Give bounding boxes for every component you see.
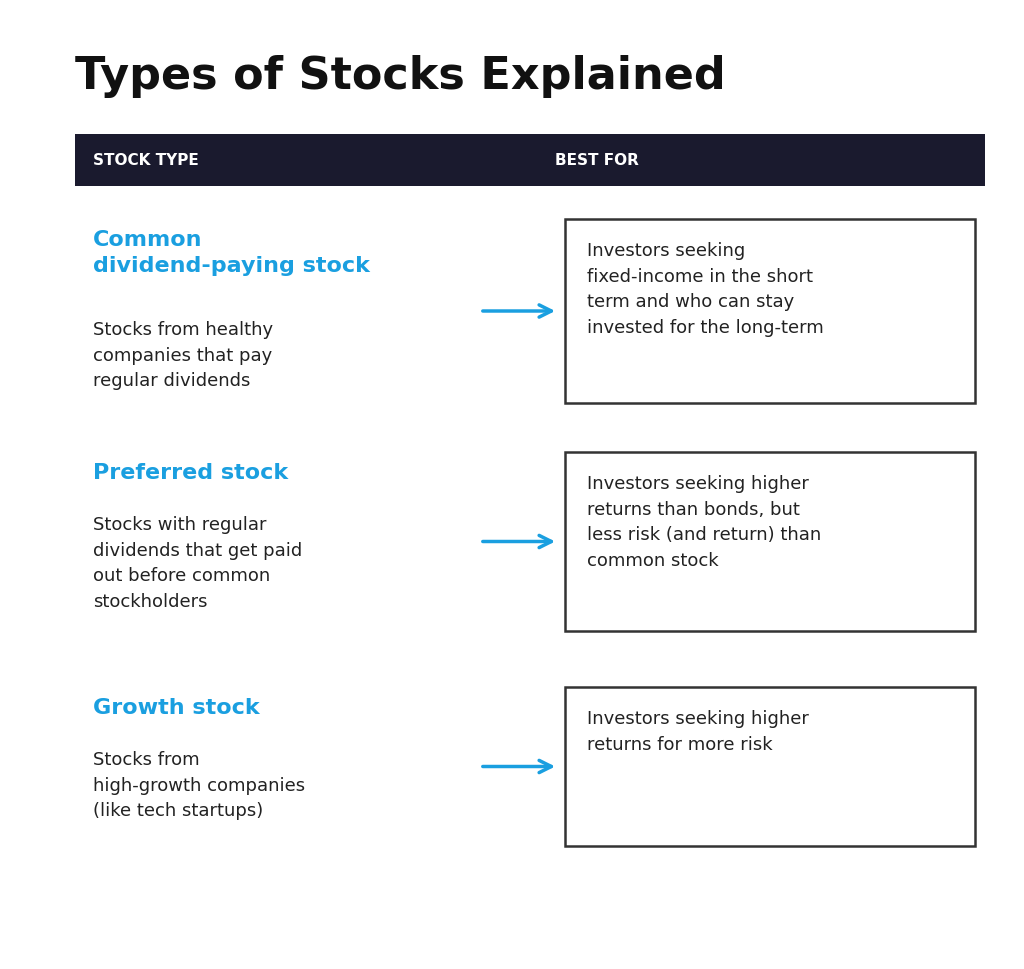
FancyBboxPatch shape (75, 135, 985, 187)
Text: Stocks from
high-growth companies
(like tech startups): Stocks from high-growth companies (like … (93, 750, 305, 820)
Text: Preferred stock: Preferred stock (93, 462, 288, 483)
Text: Types of Stocks Explained: Types of Stocks Explained (75, 55, 726, 98)
FancyBboxPatch shape (565, 220, 975, 403)
FancyBboxPatch shape (565, 687, 975, 846)
Text: Investors seeking
fixed-income in the short
term and who can stay
invested for t: Investors seeking fixed-income in the sh… (587, 241, 823, 337)
FancyBboxPatch shape (565, 453, 975, 632)
Text: BEST FOR: BEST FOR (555, 153, 639, 169)
Text: Growth stock: Growth stock (93, 698, 260, 717)
Text: Stocks from healthy
companies that pay
regular dividends: Stocks from healthy companies that pay r… (93, 321, 273, 390)
Text: Investors seeking higher
returns for more risk: Investors seeking higher returns for mor… (587, 709, 809, 753)
Text: Stocks with regular
dividends that get paid
out before common
stockholders: Stocks with regular dividends that get p… (93, 516, 302, 610)
Text: Investors seeking higher
returns than bonds, but
less risk (and return) than
com: Investors seeking higher returns than bo… (587, 475, 821, 570)
Text: Common
dividend-paying stock: Common dividend-paying stock (93, 230, 370, 276)
Text: STOCK TYPE: STOCK TYPE (93, 153, 199, 169)
